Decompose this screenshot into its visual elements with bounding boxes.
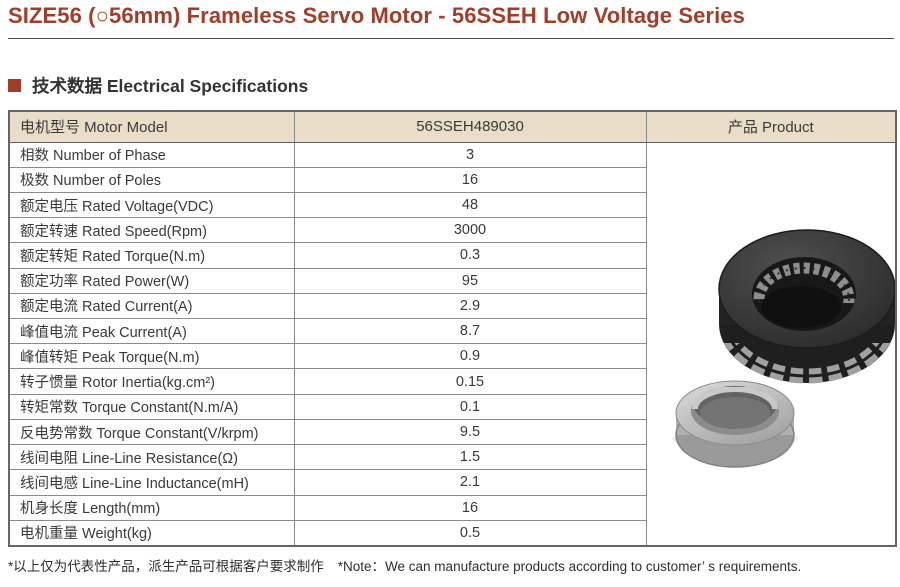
spec-label-cell: 线间电感 Line-Line Inductance(mH) — [8, 469, 295, 496]
section-heading-label: 技术数据 Electrical Specifications — [32, 76, 309, 96]
spec-value-cell: 16 — [293, 494, 647, 521]
spec-value-cell: 0.3 — [293, 242, 647, 269]
stator-ring-graphic — [717, 228, 895, 383]
spec-label-cell: 相数 Number of Phase — [8, 141, 295, 168]
spec-label-cell: 电机重量 Weight(kg) — [8, 519, 295, 547]
header-product: 产品 Product — [645, 110, 897, 143]
table-row: 极数 Number of Poles 16 — [8, 166, 896, 193]
footnote-en: *Note：We can manufacture products accord… — [337, 559, 802, 574]
spec-label-cell: 额定转矩 Rated Torque(N.m) — [8, 242, 295, 269]
page-title: SIZE56 (○56mm) Frameless Servo Motor - 5… — [8, 3, 745, 28]
spec-label-cell: 反电势常数 Torque Constant(V/krpm) — [8, 418, 295, 446]
spec-label-cell: 机身长度 Length(mm) — [8, 494, 295, 521]
spec-label-cell: 线间电阻 Line-Line Resistance(Ω) — [8, 444, 295, 471]
spec-value-cell: 16 — [293, 166, 647, 193]
title-divider — [8, 38, 894, 39]
rotor-ring-graphic — [671, 380, 798, 468]
header-motor-model: 电机型号 Motor Model — [8, 110, 295, 143]
spec-label-cell: 额定电压 Rated Voltage(VDC) — [8, 191, 295, 219]
product-image-cell — [645, 141, 897, 546]
spec-label-cell: 峰值电流 Peak Current(A) — [8, 318, 295, 345]
section-bullet-icon — [8, 79, 21, 92]
spec-value-cell: 0.15 — [293, 368, 647, 395]
spec-value-cell: 95 — [293, 267, 647, 294]
spec-label-cell: 转子惯量 Rotor Inertia(kg.cm²) — [8, 368, 295, 395]
spec-value-cell: 3 — [293, 141, 647, 168]
spec-label-cell: 额定转速 Rated Speed(Rpm) — [8, 217, 295, 244]
table-row: 转子惯量 Rotor Inertia(kg.cm²) 0.15 — [8, 368, 896, 395]
table-row: 机身长度 Length(mm) 16 — [8, 494, 896, 521]
spec-value-cell: 0.5 — [293, 519, 647, 547]
table-row: 反电势常数 Torque Constant(V/krpm) 9.5 — [8, 418, 896, 446]
table-row: 相数 Number of Phase 3 — [8, 141, 897, 546]
footnote: *以上仅为代表性产品，派生产品可根据客户要求制作 *Note：We can man… — [8, 555, 894, 575]
table-row: 电机重量 Weight(kg) 0.5 — [8, 519, 896, 547]
spec-label-cell: 额定电流 Rated Current(A) — [8, 292, 295, 320]
spec-value-cell: 0.1 — [293, 393, 647, 420]
table-row: 额定转速 Rated Speed(Rpm) 3000 — [8, 217, 896, 244]
header-model-number: 56SSEH489030 — [293, 110, 647, 143]
spec-label-cell: 极数 Number of Poles — [8, 166, 295, 193]
footnote-zh: *以上仅为代表性产品，派生产品可根据客户要求制作 — [8, 559, 324, 574]
spec-value-cell: 8.7 — [293, 318, 647, 345]
spec-label-cell: 峰值转矩 Peak Torque(N.m) — [8, 343, 295, 370]
section-heading: 技术数据 Electrical Specifications — [8, 73, 308, 98]
table-row: 转矩常数 Torque Constant(N.m/A) 0.1 — [8, 393, 896, 420]
spec-table-body: 相数 Number of Phase 3 — [8, 141, 897, 547]
spec-value-cell: 9.5 — [293, 418, 647, 446]
motor-product-photo — [671, 228, 895, 468]
spec-table: 电机型号 Motor Model 56SSEH489030 产品 Product… — [8, 110, 897, 547]
spec-value-cell: 2.9 — [293, 292, 647, 320]
spec-value-cell: 48 — [293, 191, 647, 219]
spec-label-cell: 转矩常数 Torque Constant(N.m/A) — [8, 393, 295, 420]
spec-value-cell: 0.9 — [293, 343, 647, 370]
table-row: 峰值转矩 Peak Torque(N.m) 0.9 — [8, 343, 896, 370]
spec-label-cell: 额定功率 Rated Power(W) — [8, 267, 295, 294]
spec-value-cell: 1.5 — [293, 444, 647, 471]
table-row: 额定电压 Rated Voltage(VDC) 48 — [8, 191, 896, 219]
table-row: 额定电流 Rated Current(A) 2.9 — [8, 292, 896, 320]
table-header-row: 电机型号 Motor Model 56SSEH489030 产品 Product — [8, 110, 897, 143]
spec-value-cell: 2.1 — [293, 469, 647, 496]
spec-value-cell: 3000 — [293, 217, 647, 244]
table-row: 额定功率 Rated Power(W) 95 — [8, 267, 896, 294]
